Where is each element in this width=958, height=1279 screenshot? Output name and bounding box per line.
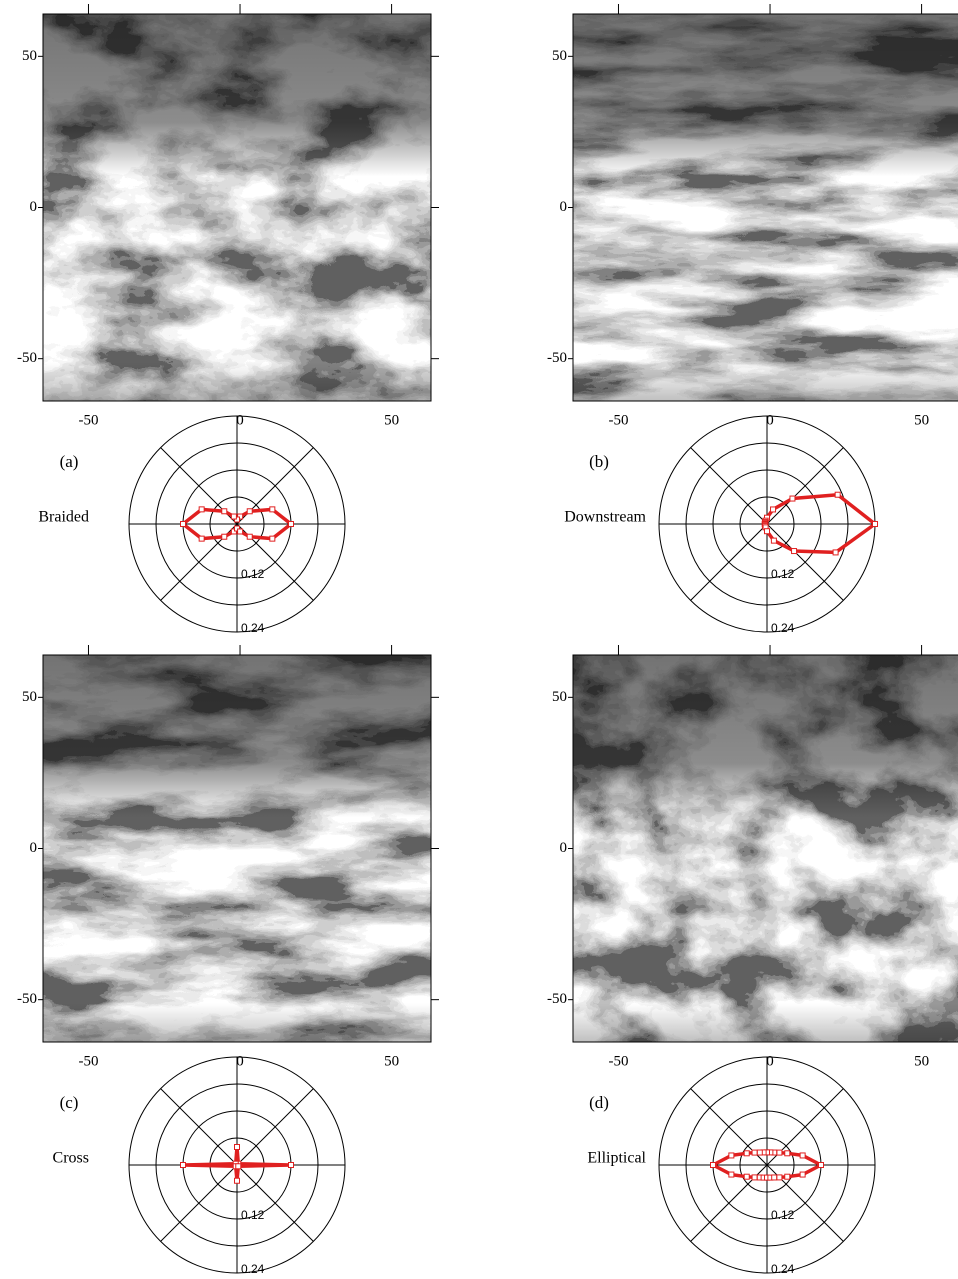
pattern-point (270, 507, 275, 512)
r-tick-label: 0.24 (771, 621, 795, 635)
map-shading (573, 655, 958, 1042)
pattern-point (181, 1163, 186, 1168)
x-tick-label: -50 (78, 1053, 98, 1069)
panel-title: Downstream (564, 509, 646, 526)
pattern-point (711, 1163, 716, 1168)
y-tick-label: 50 (22, 48, 37, 64)
y-tick-label: -50 (17, 350, 37, 366)
pattern-point (790, 496, 795, 501)
pattern-point (772, 1175, 777, 1180)
pattern-point (792, 549, 797, 554)
pattern-point (247, 509, 252, 514)
y-tick-label: -50 (547, 991, 567, 1007)
pattern-point (236, 1164, 241, 1169)
y-tick-label: 50 (552, 48, 567, 64)
pattern-point (771, 538, 776, 543)
panel-label: (c) (60, 1093, 79, 1112)
pattern-point (765, 529, 770, 534)
x-tick-label: -50 (608, 412, 628, 428)
y-tick-label: 0 (30, 199, 38, 215)
pattern-point (235, 1178, 240, 1183)
y-tick-label: -50 (17, 991, 37, 1007)
pattern-point (873, 522, 878, 527)
angle-grid (237, 1089, 313, 1165)
x-tick-label: -50 (608, 1053, 628, 1069)
pattern-point (289, 522, 294, 527)
pattern-point (270, 536, 275, 541)
pattern-point (238, 529, 243, 534)
x-tick-label: 50 (384, 1053, 399, 1069)
panel-title: Braided (38, 509, 89, 526)
pattern-point (785, 1151, 790, 1156)
panel-label: (b) (589, 452, 609, 471)
pattern-point (777, 1150, 782, 1155)
pattern-point (800, 1172, 805, 1177)
pattern-point (222, 509, 227, 514)
y-tick-label: -50 (547, 350, 567, 366)
pattern-point (729, 1153, 734, 1158)
angle-grid (691, 448, 767, 524)
pattern-point (235, 1145, 240, 1150)
y-tick-label: 0 (560, 199, 568, 215)
r-tick-label: 0.24 (241, 1262, 265, 1276)
x-tick-label: 50 (914, 1053, 929, 1069)
angle-grid (161, 1089, 237, 1165)
pattern-point (199, 507, 204, 512)
panel-label: (a) (60, 452, 79, 471)
x-tick-label: 50 (384, 412, 399, 428)
r-tick-label: 0.12 (241, 1208, 265, 1222)
angle-grid (161, 1165, 237, 1241)
pattern-point (752, 1150, 757, 1155)
pattern-point (833, 550, 838, 555)
figure: -50 0 50 -50 0 50 0.12 0.24 (a) Braided -50 0 50 -50 0… (0, 0, 958, 1279)
pattern-point (199, 536, 204, 541)
map-shading (43, 655, 431, 1042)
angle-grid (237, 1165, 313, 1241)
panel-label: (d) (589, 1093, 609, 1112)
pattern-point (247, 534, 252, 539)
pattern-point (771, 507, 776, 512)
pattern-point (800, 1153, 805, 1158)
pattern-point (777, 1175, 782, 1180)
pattern-point (835, 492, 840, 497)
r-tick-label: 0.24 (241, 621, 265, 635)
map-shading (573, 14, 958, 401)
pattern-point (231, 514, 236, 519)
angle-grid (767, 448, 843, 524)
pattern-point (729, 1172, 734, 1177)
angle-grid (767, 524, 843, 600)
panel-title: Elliptical (587, 1150, 646, 1167)
x-tick-label: -50 (78, 412, 98, 428)
angle-grid (691, 524, 767, 600)
page: {"chart_data": [ {"type": "polar", "labe… (0, 0, 958, 1279)
pattern-point (181, 522, 186, 527)
pattern-point (752, 1175, 757, 1180)
r-tick-label: 0.24 (771, 1262, 795, 1276)
pattern-point (819, 1163, 824, 1168)
pattern-point (744, 1174, 749, 1179)
y-tick-label: 0 (560, 840, 568, 856)
r-tick-label: 0.12 (241, 567, 265, 581)
panel-title: Cross (53, 1150, 89, 1167)
pattern-point (744, 1151, 749, 1156)
pattern-point (289, 1163, 294, 1168)
r-tick-label: 0.12 (771, 567, 795, 581)
map-shading (43, 14, 431, 401)
y-tick-label: 0 (30, 840, 38, 856)
r-tick-label: 0.12 (771, 1208, 795, 1222)
pattern-point (785, 1174, 790, 1179)
y-tick-label: 50 (22, 689, 37, 705)
y-tick-label: 50 (552, 689, 567, 705)
pattern-point (222, 534, 227, 539)
x-tick-label: 50 (914, 412, 929, 428)
pattern-point (757, 1150, 762, 1155)
